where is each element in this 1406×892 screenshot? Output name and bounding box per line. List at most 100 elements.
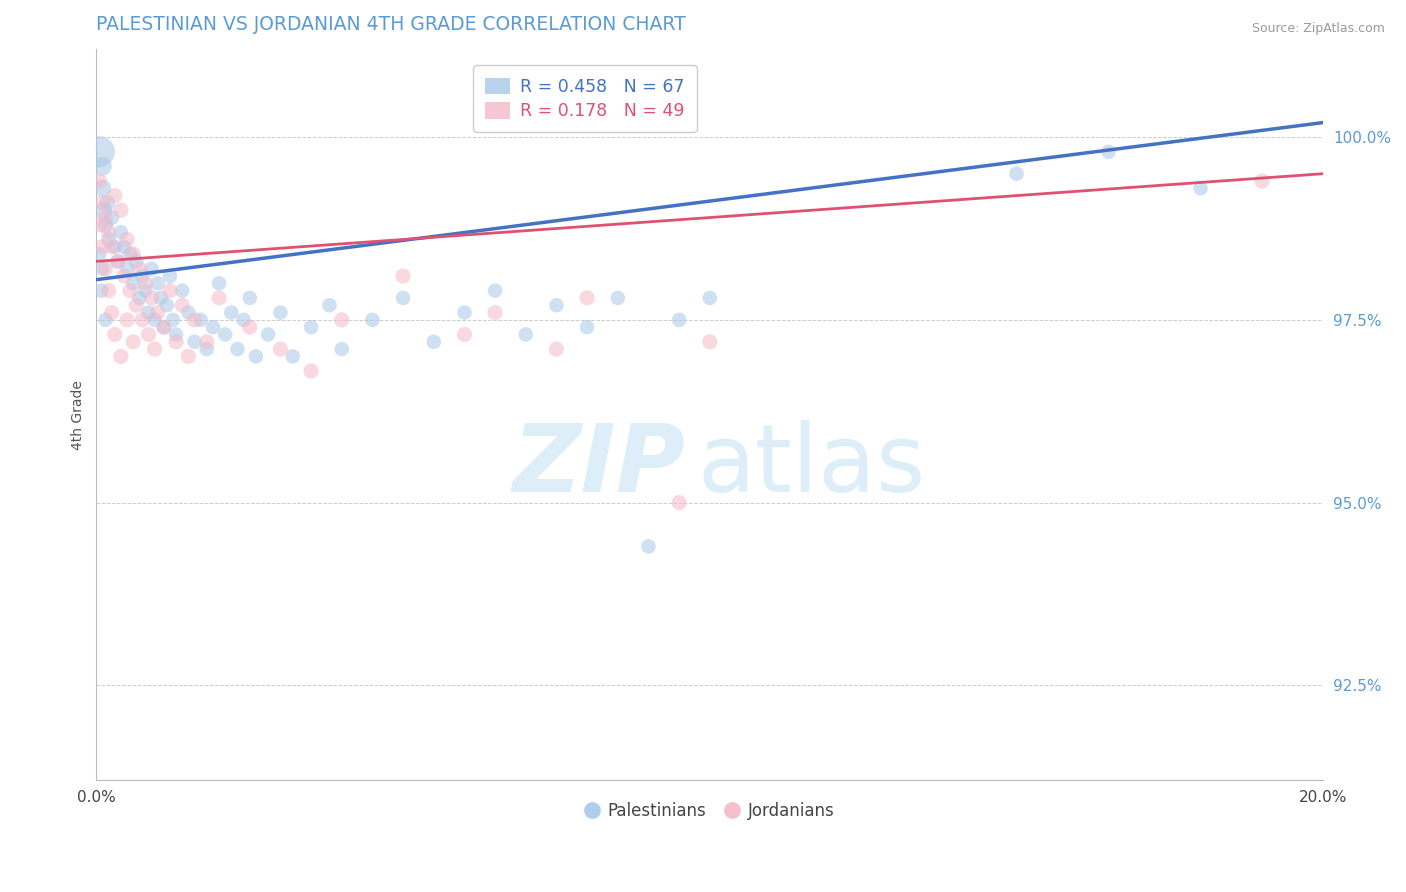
Point	[546, 342, 568, 356]
Point	[299, 364, 322, 378]
Point	[141, 261, 163, 276]
Point	[392, 291, 415, 305]
Point	[1005, 167, 1028, 181]
Point	[484, 284, 506, 298]
Point	[90, 284, 112, 298]
Point	[484, 305, 506, 319]
Point	[104, 327, 127, 342]
Point	[100, 240, 122, 254]
Point	[162, 313, 184, 327]
Point	[183, 313, 205, 327]
Point	[107, 254, 129, 268]
Point	[91, 240, 114, 254]
Point	[221, 305, 243, 319]
Point	[159, 284, 181, 298]
Point	[143, 342, 166, 356]
Point	[91, 195, 114, 210]
Point	[576, 291, 599, 305]
Point	[699, 334, 721, 349]
Point	[134, 284, 156, 298]
Point	[201, 320, 224, 334]
Point	[239, 291, 262, 305]
Point	[177, 305, 200, 319]
Point	[107, 254, 129, 268]
Point	[159, 268, 181, 283]
Text: PALESTINIAN VS JORDANIAN 4TH GRADE CORRELATION CHART: PALESTINIAN VS JORDANIAN 4TH GRADE CORRE…	[97, 15, 686, 34]
Point	[637, 540, 659, 554]
Point	[100, 305, 122, 319]
Point	[110, 350, 132, 364]
Point	[138, 305, 160, 319]
Point	[94, 261, 117, 276]
Point	[122, 247, 145, 261]
Point	[97, 232, 120, 246]
Point	[156, 298, 179, 312]
Point	[269, 342, 291, 356]
Point	[453, 305, 475, 319]
Point	[668, 495, 690, 509]
Point	[149, 291, 172, 305]
Point	[453, 327, 475, 342]
Point	[1097, 145, 1119, 159]
Point	[146, 277, 169, 291]
Point	[232, 313, 254, 327]
Point	[153, 320, 176, 334]
Point	[165, 334, 187, 349]
Point	[138, 327, 160, 342]
Point	[190, 313, 212, 327]
Point	[115, 261, 138, 276]
Point	[104, 188, 127, 202]
Point	[97, 284, 120, 298]
Point	[131, 268, 153, 283]
Point	[165, 327, 187, 342]
Text: ZIP: ZIP	[512, 420, 685, 512]
Point	[89, 174, 111, 188]
Point	[208, 277, 231, 291]
Point	[128, 291, 150, 305]
Point	[125, 254, 148, 268]
Point	[606, 291, 628, 305]
Point	[94, 313, 117, 327]
Point	[91, 160, 114, 174]
Y-axis label: 4th Grade: 4th Grade	[72, 380, 86, 450]
Point	[89, 247, 111, 261]
Point	[115, 232, 138, 246]
Point	[134, 277, 156, 291]
Point	[146, 305, 169, 319]
Point	[195, 334, 218, 349]
Point	[1251, 174, 1274, 188]
Point	[91, 181, 114, 195]
Point	[239, 320, 262, 334]
Point	[104, 240, 127, 254]
Point	[143, 313, 166, 327]
Point	[153, 320, 176, 334]
Point	[576, 320, 599, 334]
Point	[110, 225, 132, 239]
Point	[112, 268, 135, 283]
Point	[269, 305, 291, 319]
Point	[1189, 181, 1212, 195]
Point	[299, 320, 322, 334]
Point	[423, 334, 446, 349]
Point	[208, 291, 231, 305]
Point	[330, 342, 353, 356]
Point	[131, 313, 153, 327]
Point	[392, 268, 415, 283]
Legend: Palestinians, Jordanians: Palestinians, Jordanians	[579, 796, 841, 827]
Point	[318, 298, 340, 312]
Point	[515, 327, 537, 342]
Point	[96, 195, 118, 210]
Point	[100, 211, 122, 225]
Point	[125, 298, 148, 312]
Point	[122, 277, 145, 291]
Point	[120, 247, 142, 261]
Point	[281, 350, 304, 364]
Point	[94, 211, 117, 225]
Point	[94, 218, 117, 232]
Point	[97, 225, 120, 239]
Point	[120, 284, 142, 298]
Point	[699, 291, 721, 305]
Point	[128, 261, 150, 276]
Point	[89, 218, 111, 232]
Point	[361, 313, 384, 327]
